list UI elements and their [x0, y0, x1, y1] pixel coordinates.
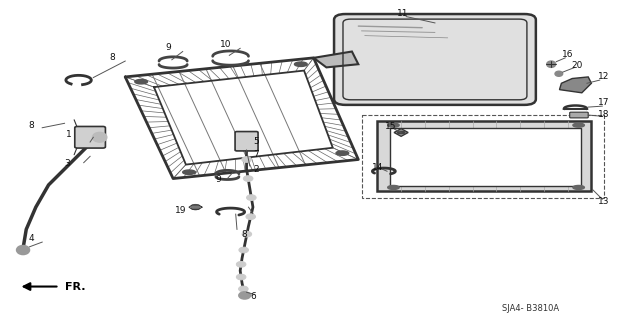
Text: SJA4- B3810A: SJA4- B3810A	[502, 304, 559, 313]
Polygon shape	[135, 79, 148, 84]
Ellipse shape	[236, 274, 246, 280]
Text: 8: 8	[109, 53, 115, 62]
Text: 9: 9	[215, 175, 221, 184]
Ellipse shape	[239, 292, 250, 299]
FancyBboxPatch shape	[570, 112, 588, 118]
Text: 17: 17	[598, 99, 609, 108]
Polygon shape	[573, 185, 584, 189]
Polygon shape	[388, 123, 399, 127]
Ellipse shape	[246, 195, 256, 200]
Text: 1: 1	[66, 130, 72, 139]
FancyBboxPatch shape	[334, 14, 536, 105]
Text: 7: 7	[253, 150, 259, 159]
Ellipse shape	[239, 286, 248, 292]
FancyBboxPatch shape	[235, 131, 258, 151]
Text: 5: 5	[253, 137, 259, 145]
Ellipse shape	[242, 157, 252, 162]
Text: 8: 8	[28, 121, 34, 130]
Polygon shape	[559, 77, 591, 93]
Polygon shape	[336, 151, 349, 155]
Text: 15: 15	[385, 122, 397, 131]
Polygon shape	[394, 129, 408, 136]
Text: 14: 14	[372, 163, 383, 172]
Ellipse shape	[555, 71, 563, 76]
Text: 10: 10	[220, 40, 231, 49]
Polygon shape	[388, 185, 399, 189]
Polygon shape	[573, 123, 584, 127]
Text: 13: 13	[598, 197, 609, 206]
Ellipse shape	[243, 176, 253, 182]
Text: 20: 20	[572, 61, 583, 70]
Text: 3: 3	[64, 159, 70, 168]
FancyBboxPatch shape	[75, 126, 106, 148]
Ellipse shape	[246, 214, 255, 219]
Text: 18: 18	[598, 110, 609, 119]
Text: 16: 16	[562, 50, 573, 59]
Text: 11: 11	[397, 9, 409, 18]
Ellipse shape	[191, 204, 199, 210]
Ellipse shape	[242, 231, 252, 237]
Polygon shape	[397, 131, 405, 134]
Ellipse shape	[236, 262, 246, 267]
Ellipse shape	[239, 247, 248, 253]
Polygon shape	[183, 170, 195, 174]
Text: 19: 19	[175, 206, 186, 215]
Text: 6: 6	[250, 292, 256, 300]
Text: 12: 12	[598, 72, 609, 81]
Polygon shape	[294, 62, 307, 66]
Text: 9: 9	[166, 43, 172, 52]
Text: FR.: FR.	[65, 282, 85, 292]
Text: 4: 4	[29, 234, 34, 243]
Polygon shape	[314, 51, 358, 67]
Polygon shape	[390, 128, 580, 186]
Ellipse shape	[93, 132, 107, 142]
Text: 2: 2	[253, 165, 259, 174]
Text: 8: 8	[241, 230, 247, 239]
Ellipse shape	[547, 61, 556, 67]
Polygon shape	[378, 122, 591, 191]
Ellipse shape	[17, 246, 29, 255]
